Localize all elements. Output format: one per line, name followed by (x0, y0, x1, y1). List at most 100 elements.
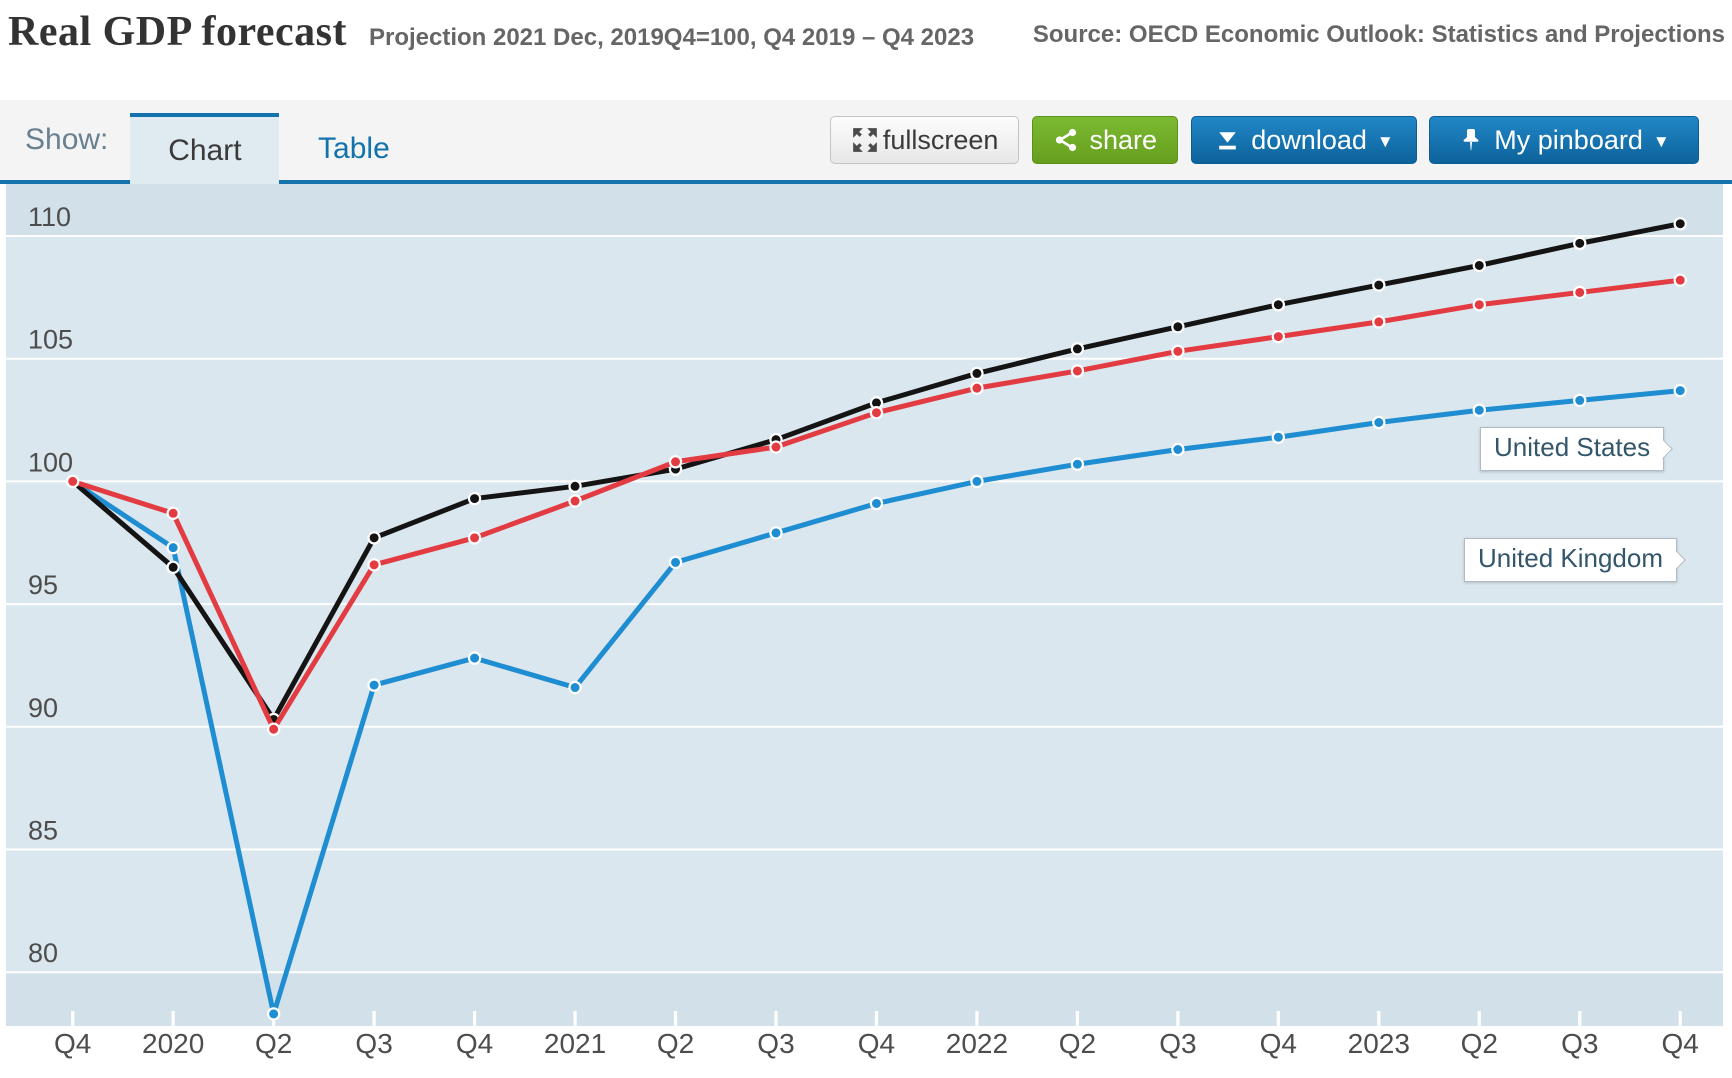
series-label-united-states: United States (1480, 427, 1673, 471)
tab-chart[interactable]: Chart (130, 113, 280, 184)
x-axis-tick (1477, 1011, 1481, 1026)
x-axis-tick (1176, 1011, 1180, 1026)
data-point-united-states[interactable] (1673, 273, 1687, 287)
x-axis-tick (975, 1011, 979, 1026)
data-point-united-states[interactable] (467, 531, 482, 545)
pin-icon (1458, 127, 1484, 153)
chart-area: 80 85 90 95 100 105 110 Q4 2020 Q2 Q3 Q4 2021 Q2 Q3 Q4 2… (0, 184, 1732, 1078)
tab-chart-label: Chart (168, 133, 242, 167)
share-nodes-icon (1053, 127, 1079, 153)
y-axis-label: 110 (28, 202, 71, 232)
data-point-united-kingdom[interactable] (266, 1007, 281, 1021)
data-point-unlabeled[interactable] (1372, 278, 1386, 292)
series-label-united-states-text: United States (1494, 432, 1651, 462)
share-button[interactable]: share (1032, 116, 1178, 164)
data-point-united-states[interactable] (1372, 315, 1386, 329)
x-axis-tick (1377, 1011, 1381, 1026)
data-point-united-states[interactable] (1472, 298, 1486, 312)
data-point-united-kingdom[interactable] (467, 651, 482, 665)
title-row: Real GDP forecast Projection 2021 Dec, 2… (8, 8, 974, 56)
page-title: Real GDP forecast (8, 9, 347, 55)
data-point-united-states[interactable] (869, 405, 884, 420)
data-point-united-kingdom[interactable] (769, 526, 783, 540)
data-point-unlabeled[interactable] (970, 366, 984, 381)
data-point-united-kingdom[interactable] (1070, 457, 1085, 471)
data-point-united-kingdom[interactable] (1472, 403, 1486, 417)
fullscreen-button[interactable]: fullscreen (829, 116, 1020, 164)
download-button-label: download (1251, 124, 1367, 155)
data-point-unlabeled[interactable] (1472, 258, 1486, 273)
x-axis-tick (372, 1011, 376, 1026)
download-button[interactable]: download ▼ (1191, 116, 1417, 164)
data-point-united-kingdom[interactable] (1573, 393, 1587, 408)
data-point-united-states[interactable] (769, 440, 783, 454)
data-point-united-kingdom[interactable] (668, 555, 683, 570)
data-point-unlabeled[interactable] (1673, 217, 1687, 231)
data-point-united-kingdom[interactable] (1171, 442, 1185, 457)
data-point-unlabeled[interactable] (467, 491, 482, 506)
share-button-label: share (1089, 124, 1157, 155)
x-axis-tick (472, 1011, 477, 1026)
data-point-unlabeled[interactable] (367, 531, 381, 545)
data-point-united-kingdom[interactable] (166, 540, 180, 555)
data-point-united-states[interactable] (1573, 285, 1587, 300)
x-axis-label: 2022 (946, 1028, 1008, 1059)
data-point-united-states[interactable] (367, 558, 381, 572)
x-axis-tick (673, 1011, 678, 1026)
y-axis-label: 105 (28, 325, 73, 355)
data-point-united-states[interactable] (568, 494, 582, 508)
y-axis-label: 85 (28, 816, 58, 846)
plot-band-top (6, 184, 1723, 236)
x-axis-tick (1678, 1011, 1682, 1026)
y-axis-label: 80 (28, 938, 58, 968)
x-axis-label: Q3 (355, 1028, 392, 1059)
tab-table[interactable]: Table (279, 113, 428, 184)
data-point-unlabeled[interactable] (1070, 342, 1085, 356)
x-axis-label: Q2 (657, 1028, 694, 1059)
x-axis-label: Q2 (255, 1028, 292, 1059)
gdp-line-chart[interactable]: 80 85 90 95 100 105 110 Q4 2020 Q2 Q3 Q4 2021 Q2 Q3 Q4 2… (0, 184, 1732, 1078)
data-point-united-states[interactable] (1171, 344, 1185, 359)
x-axis-tick (573, 1011, 577, 1026)
data-point-unlabeled[interactable] (568, 479, 582, 494)
data-point-united-states[interactable] (668, 455, 683, 469)
y-axis-label: 95 (28, 570, 58, 600)
data-point-united-kingdom[interactable] (869, 496, 884, 511)
toolbar: Show: Chart Table fullscreen (0, 100, 1732, 184)
x-axis-tick (1075, 1011, 1079, 1026)
x-axis-label: 2023 (1348, 1028, 1410, 1059)
data-point-united-states[interactable] (1070, 364, 1085, 378)
plot-band-bottom (6, 972, 1723, 1026)
data-point-united-kingdom[interactable] (367, 678, 381, 692)
my-pinboard-button-label: My pinboard (1494, 124, 1643, 155)
data-point-united-states[interactable] (166, 506, 180, 521)
x-axis-tick (171, 1011, 175, 1026)
fullscreen-arrows-icon (851, 126, 879, 154)
x-axis-label: 2020 (142, 1028, 204, 1059)
download-icon (1214, 127, 1241, 154)
data-point-united-kingdom[interactable] (1673, 383, 1687, 398)
x-axis-label: Q2 (1059, 1028, 1096, 1059)
data-point-united-kingdom[interactable] (1372, 415, 1386, 430)
data-point-united-kingdom[interactable] (970, 474, 984, 489)
data-point-unlabeled[interactable] (166, 560, 180, 574)
data-point-united-states[interactable] (970, 381, 984, 395)
caret-down-icon: ▼ (1376, 131, 1394, 151)
data-point-united-states[interactable] (266, 722, 281, 736)
x-axis-label: Q4 (456, 1028, 493, 1059)
page-header: Real GDP forecast Projection 2021 Dec, 2… (0, 0, 1732, 100)
data-point-unlabeled[interactable] (1271, 298, 1286, 312)
data-point-unlabeled[interactable] (1573, 236, 1587, 251)
x-axis-tick (71, 1011, 75, 1026)
data-point-united-states[interactable] (1271, 329, 1286, 344)
data-point-united-kingdom[interactable] (568, 680, 582, 695)
x-axis-tick (774, 1011, 778, 1026)
my-pinboard-button[interactable]: My pinboard ▼ (1429, 116, 1699, 164)
series-label-united-kingdom: United Kingdom (1464, 538, 1686, 582)
fullscreen-button-label: fullscreen (882, 124, 999, 155)
data-point-unlabeled[interactable] (1171, 320, 1185, 334)
data-point-united-states[interactable] (65, 474, 80, 489)
data-point-united-kingdom[interactable] (1271, 430, 1286, 444)
x-axis-tick (874, 1011, 879, 1026)
tab-table-label: Table (318, 131, 390, 165)
